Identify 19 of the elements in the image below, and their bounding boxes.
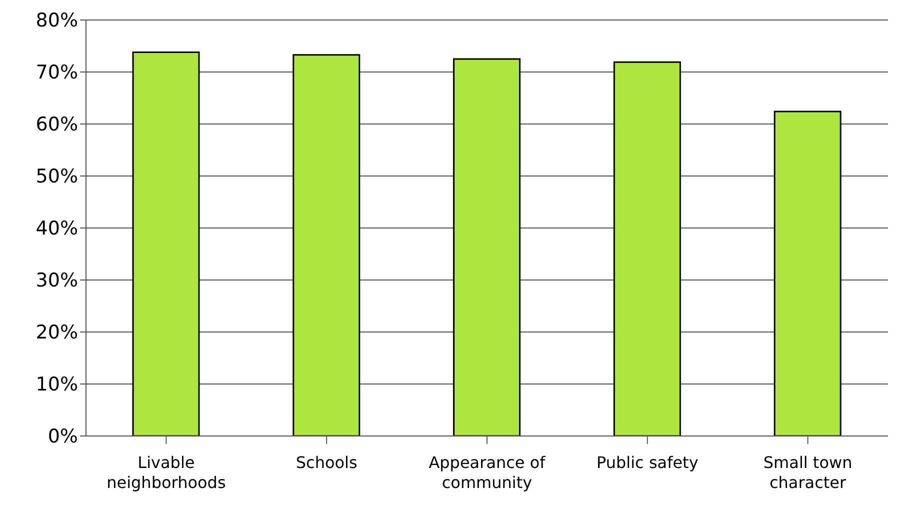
bar [453, 58, 521, 436]
bar [613, 61, 681, 436]
y-tick-label: 20% [36, 322, 78, 344]
y-tick-label: 30% [36, 270, 78, 292]
x-tick-label: Appearance of community [428, 453, 546, 492]
x-tick-label: Public safety [596, 453, 698, 472]
bar [292, 54, 360, 436]
y-tick-label: 10% [36, 374, 78, 396]
x-tick-label: Small town character [763, 453, 852, 492]
y-tick-label: 40% [36, 218, 78, 240]
y-tick-label: 80% [36, 10, 78, 32]
y-tick-label: 50% [36, 166, 78, 188]
y-tick-label: 70% [36, 62, 78, 84]
y-tick-label: 60% [36, 114, 78, 136]
x-tick-label: Schools [296, 453, 358, 472]
bar [774, 110, 842, 436]
x-tick-label: Livable neighborhoods [106, 453, 226, 492]
y-tick-label: 0% [48, 426, 78, 448]
bar [132, 51, 200, 436]
